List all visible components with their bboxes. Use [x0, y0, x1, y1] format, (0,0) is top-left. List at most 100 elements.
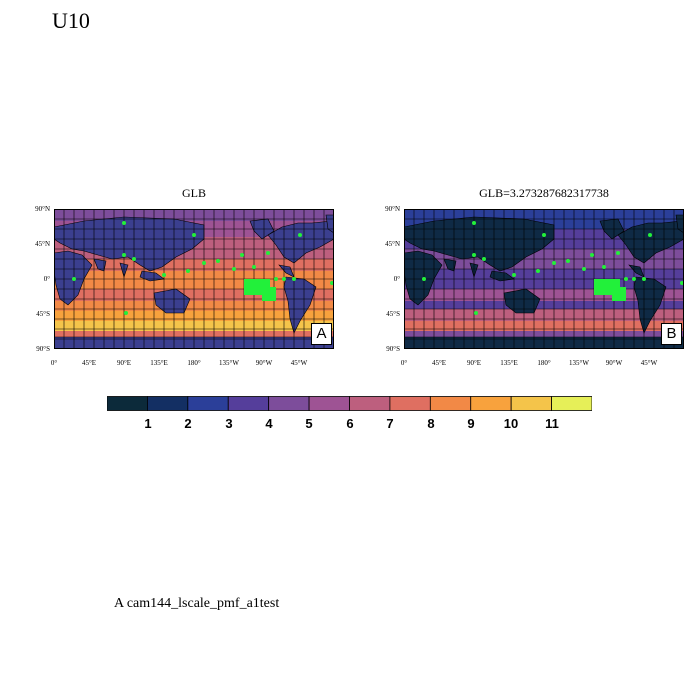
landmass: [489, 270, 515, 282]
colorbar: [106, 396, 593, 411]
station-marker: [552, 261, 556, 265]
lon-label-a: 180°: [187, 359, 201, 367]
station-marker: [266, 251, 270, 255]
colorbar-label: 9: [467, 416, 475, 431]
station-marker: [252, 265, 256, 269]
panel-a-tag: A: [311, 323, 332, 345]
colorbar-swatch: [551, 396, 593, 411]
colorbar-swatch: [268, 396, 310, 411]
colorbar-label: 7: [386, 416, 394, 431]
station-marker: [542, 233, 546, 237]
lon-label-a: 135°E: [150, 359, 168, 367]
lat-label-b: 45°S: [386, 310, 400, 318]
map-frame: [54, 209, 334, 349]
map-panel-a: [54, 209, 334, 349]
colorbar-swatch: [147, 396, 189, 411]
colorbar-label: 8: [427, 416, 435, 431]
colorbar-label: 6: [346, 416, 354, 431]
station-marker: [282, 277, 286, 281]
colorbar-swatch: [470, 396, 512, 411]
station-marker: [642, 277, 646, 281]
lon-label-a: 45°E: [81, 359, 97, 367]
lat-label-a: 0°: [43, 275, 50, 283]
station-marker: [186, 269, 190, 273]
lon-label-b: 135°W: [569, 359, 589, 367]
colorbar-label: 2: [184, 416, 192, 431]
station-marker: [482, 257, 486, 261]
colorbar-swatch: [308, 396, 350, 411]
map-svg: [54, 209, 334, 349]
station-marker: [124, 311, 128, 315]
station-marker: [216, 259, 220, 263]
lon-label-a: 45°W: [290, 359, 308, 367]
colorbar-label: 5: [305, 416, 313, 431]
station-marker: [624, 277, 628, 281]
station-marker: [474, 311, 478, 315]
station-marker: [132, 257, 136, 261]
station-marker: [616, 251, 620, 255]
map-frame: [404, 209, 684, 349]
station-marker: [536, 269, 540, 273]
station-marker: [566, 259, 570, 263]
lon-label-b: 0°: [400, 359, 408, 367]
lat-label-b: 0°: [393, 275, 400, 283]
station-marker: [648, 233, 652, 237]
station-marker: [422, 277, 426, 281]
station-marker: [292, 277, 296, 281]
station-marker: [122, 253, 126, 257]
lon-label-a: 90°W: [255, 359, 273, 367]
station-marker: [240, 253, 244, 257]
station-marker: [602, 265, 606, 269]
colorbar-label: 3: [225, 416, 233, 431]
lon-label-b: 180°: [537, 359, 551, 367]
lat-label-b: 45°N: [385, 240, 400, 248]
station-marker: [72, 277, 76, 281]
marker-block: [244, 279, 276, 301]
lat-label-a: 90°S: [36, 345, 50, 353]
station-marker: [122, 221, 126, 225]
colorbar-swatch: [187, 396, 229, 411]
landmass: [325, 214, 334, 234]
colorbar-label: 10: [503, 416, 519, 431]
colorbar-swatch: [510, 396, 552, 411]
lon-label-b: 135°E: [500, 359, 518, 367]
colorbar-swatch: [389, 396, 431, 411]
station-marker: [472, 221, 476, 225]
station-marker: [512, 273, 516, 277]
lon-label-b: 45°E: [431, 359, 447, 367]
colorbar-swatch: [349, 396, 391, 411]
lat-label-a: 45°S: [36, 310, 50, 318]
map-svg: [404, 209, 684, 349]
lat-label-a: 90°N: [35, 205, 50, 213]
station-marker: [274, 277, 278, 281]
station-marker: [192, 233, 196, 237]
marker-block: [594, 279, 626, 301]
colorbar-swatch: [106, 396, 148, 411]
page-title: U10: [52, 8, 90, 33]
station-marker: [590, 253, 594, 257]
colorbar-swatch: [227, 396, 270, 411]
lon-label-b: 90°W: [605, 359, 623, 367]
lat-label-b: 90°S: [386, 345, 400, 353]
panel-a-title: GLB: [182, 186, 206, 200]
colorbar-svg: [106, 396, 593, 411]
panel-b-title: GLB=3.273287682317738: [479, 186, 609, 200]
lat-label-b: 90°N: [385, 205, 400, 213]
colorbar-swatch: [429, 396, 472, 411]
lon-label-b: 45°W: [640, 359, 658, 367]
colorbar-label: 4: [265, 416, 273, 431]
lon-label-a: 0°: [50, 359, 58, 367]
colorbar-label: 1: [144, 416, 152, 431]
station-marker: [202, 261, 206, 265]
lon-label-a: 135°W: [219, 359, 239, 367]
footnote: A cam144_lscale_pmf_a1test: [114, 596, 280, 611]
station-marker: [298, 233, 302, 237]
map-panel-b: [404, 209, 684, 349]
station-marker: [232, 267, 236, 271]
landmass: [675, 214, 684, 234]
lon-label-a: 90°E: [116, 359, 132, 367]
station-marker: [582, 267, 586, 271]
lat-label-a: 45°N: [35, 240, 50, 248]
station-marker: [632, 277, 636, 281]
colorbar-label: 11: [545, 416, 559, 431]
